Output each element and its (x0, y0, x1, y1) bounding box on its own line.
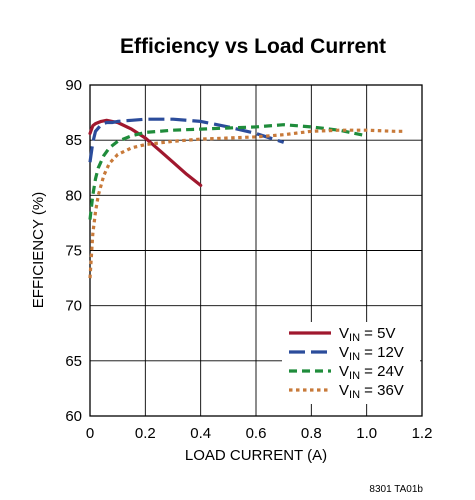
y-tick-label: 90 (65, 77, 82, 94)
y-tick-label: 65 (65, 353, 82, 370)
series-line-2 (88, 123, 368, 220)
legend-label-subscript: IN (349, 332, 360, 344)
legend-label-prefix: V (339, 382, 349, 399)
legend-label-subscript: IN (349, 370, 360, 382)
tick-labels: 0 0.2 0.4 0.6 0.8 1.0 1.2 60 65 70 75 80 85 90 (65, 77, 432, 442)
grid (90, 85, 422, 416)
x-axis-label: LOAD CURRENT (A) (185, 447, 327, 464)
legend-label-suffix: = 36V (360, 382, 404, 399)
x-tick-label: 0.6 (246, 425, 267, 442)
x-tick-label: 1.0 (356, 425, 377, 442)
series-line-3 (88, 128, 406, 279)
legend-label-suffix: = 24V (360, 363, 404, 380)
legend-label-1: VIN = 12V (339, 344, 404, 363)
plot-frame (89, 84, 423, 417)
legend-label-3: VIN = 36V (339, 382, 404, 401)
legend-label-subscript: IN (349, 351, 360, 363)
legend-label-suffix: = 12V (360, 344, 404, 361)
legend-label-prefix: V (339, 344, 349, 361)
y-axis-label: EFFICIENCY (%) (30, 192, 47, 308)
y-tick-label: 80 (65, 187, 82, 204)
x-tick-label: 0.4 (190, 425, 211, 442)
figure-id: 8301 TA01b (369, 484, 423, 495)
legend-label-2: VIN = 24V (339, 363, 404, 382)
x-tick-label: 0.2 (135, 425, 156, 442)
chart-title: Efficiency vs Load Current (120, 35, 386, 58)
y-tick-label: 85 (65, 132, 82, 149)
x-tick-label: 1.2 (412, 425, 433, 442)
y-tick-label: 75 (65, 243, 82, 260)
series-line-1 (88, 117, 285, 163)
legend-label-subscript: IN (349, 389, 360, 401)
y-tick-label: 60 (65, 408, 82, 425)
x-tick-label: 0.8 (301, 425, 322, 442)
legend-label-0: VIN = 5V (339, 325, 395, 344)
series-lines (88, 117, 406, 279)
x-tick-label: 0 (86, 425, 94, 442)
legend-label-prefix: V (339, 363, 349, 380)
legend-label-suffix: = 5V (360, 325, 395, 342)
legend-label-prefix: V (339, 325, 349, 342)
y-tick-label: 70 (65, 298, 82, 315)
